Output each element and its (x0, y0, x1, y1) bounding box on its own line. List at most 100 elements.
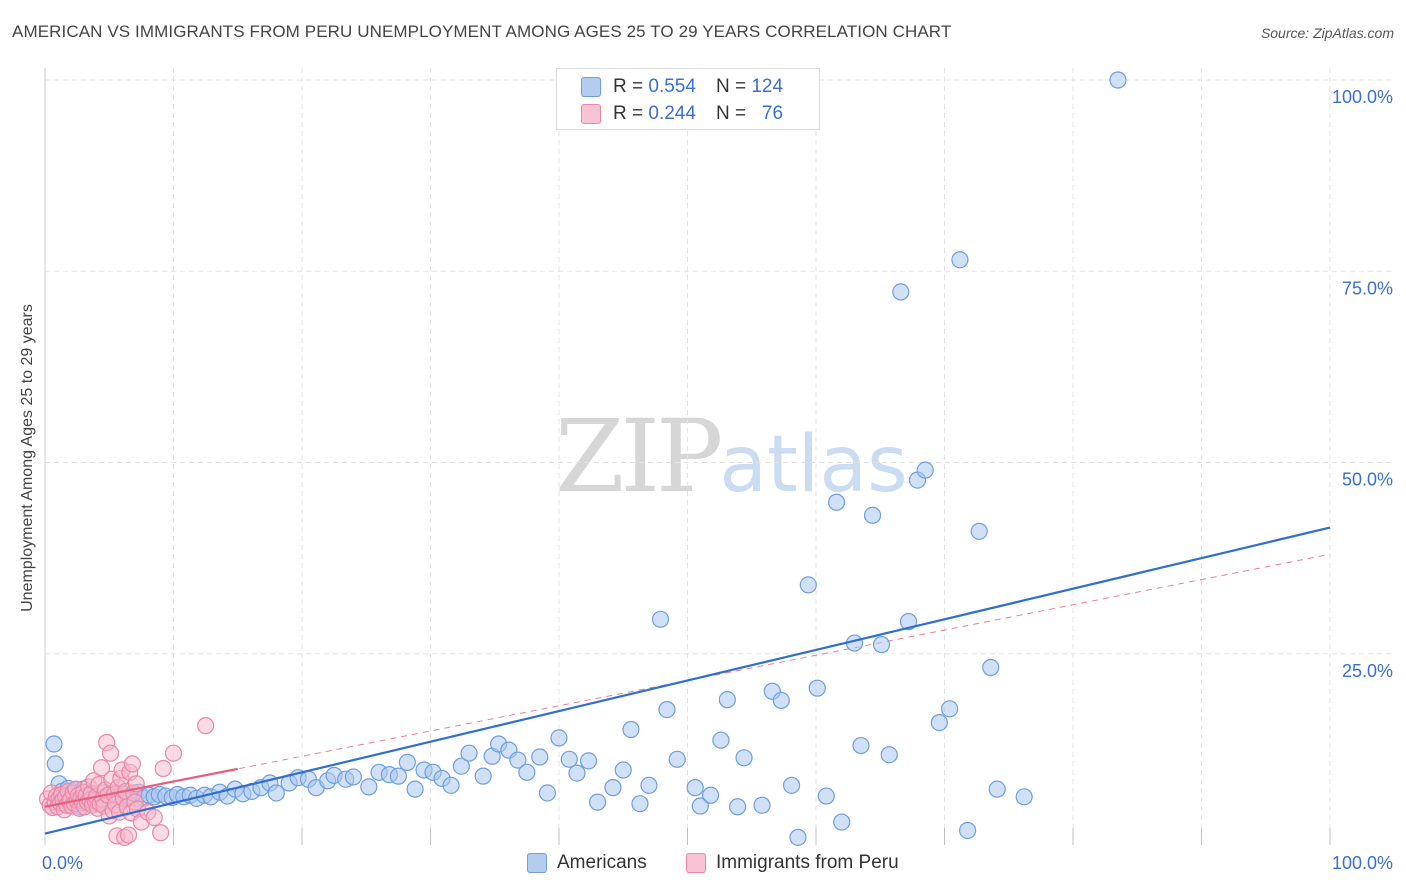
data-point-americans (509, 751, 527, 769)
data-point-americans (833, 813, 851, 831)
data-point-americans (880, 746, 898, 764)
data-point-americans (344, 768, 362, 786)
legend-swatch-pink (581, 104, 601, 124)
data-point-americans (872, 635, 891, 654)
data-point-americans (604, 779, 622, 797)
legend-swatch-blue (527, 853, 547, 873)
data-point-americans (789, 828, 807, 846)
legend-r-value: 0.244 (648, 103, 696, 124)
legend-row-peru: R = 0.244 N = 76 (581, 102, 783, 126)
data-point-americans (753, 796, 771, 814)
data-point-americans (951, 251, 969, 269)
data-point-peru (152, 824, 170, 842)
data-point-americans (808, 679, 826, 697)
y-tick-label: 75.0% (1342, 278, 1393, 298)
data-point-americans (899, 613, 918, 631)
data-point-peru (123, 755, 141, 773)
watermark: ZIPatlas (555, 398, 908, 515)
data-point-americans (389, 767, 407, 785)
legend-swatch-pink (686, 853, 706, 873)
legend-item-americans[interactable]: Americans (527, 852, 647, 874)
data-point-americans (863, 506, 882, 524)
data-point-peru (119, 826, 138, 844)
data-point-americans (406, 780, 424, 798)
legend-n-value: 76 (761, 103, 784, 124)
data-point-americans (852, 736, 870, 755)
data-point-americans (691, 797, 709, 815)
data-point-americans (702, 786, 720, 804)
data-point-americans (892, 283, 910, 301)
legend-row-americans: R = 0.554 N = 124 (581, 75, 783, 99)
data-point-americans (398, 753, 416, 771)
data-point-peru (197, 717, 215, 735)
data-point-americans (982, 658, 1000, 677)
data-point-americans (916, 461, 934, 479)
data-point-americans (560, 750, 578, 768)
data-point-americans (568, 764, 586, 782)
data-point-americans (614, 761, 632, 779)
data-point-peru (164, 744, 183, 762)
data-point-americans (452, 757, 470, 775)
y-tick-label: 100.0% (1332, 87, 1393, 107)
y-tick-label: 50.0% (1342, 470, 1393, 490)
data-point-peru (145, 808, 163, 827)
correlation-legend: R = 0.554 N = 124 R = 0.244 N = 76 (556, 68, 820, 130)
data-point-americans (817, 787, 835, 805)
data-point-americans (360, 778, 378, 796)
y-tick-label: 25.0% (1342, 661, 1393, 681)
data-point-americans (588, 793, 607, 811)
data-point-americans (735, 749, 753, 767)
legend-swatch-blue (581, 77, 601, 97)
data-point-americans (686, 779, 704, 797)
watermark-zip: ZIP (555, 398, 723, 515)
y-axis-label: Unemployment Among Ages 25 to 29 years (19, 304, 36, 612)
data-point-americans (712, 731, 730, 749)
data-point-americans (631, 795, 649, 813)
data-point-americans (518, 763, 536, 781)
legend-label-peru: Immigrants from Peru (716, 852, 899, 873)
data-point-americans (442, 776, 460, 794)
data-point-americans (772, 691, 790, 710)
data-point-americans (550, 729, 568, 747)
legend-r-value: 0.554 (648, 76, 696, 97)
data-point-americans (474, 767, 492, 785)
data-point-peru (101, 744, 120, 762)
legend-r-label: R = (613, 76, 644, 97)
data-point-americans (782, 776, 801, 794)
data-point-americans (622, 720, 640, 739)
data-point-americans (538, 784, 557, 802)
data-point-americans (1109, 71, 1127, 89)
data-point-americans (46, 755, 64, 773)
data-point-americans (959, 821, 977, 840)
data-point-americans (658, 700, 676, 719)
data-point-americans (460, 744, 478, 762)
source-credit: Source: ZipAtlas.com (1260, 25, 1394, 41)
data-point-americans (45, 735, 63, 753)
data-point-americans (267, 784, 285, 802)
data-point-americans (651, 610, 670, 628)
data-point-americans (668, 750, 686, 768)
data-point-americans (579, 752, 598, 770)
data-point-americans (718, 691, 736, 709)
data-point-peru (92, 759, 111, 777)
data-point-americans (640, 776, 658, 794)
legend-n-label: N = (715, 103, 747, 124)
x-tick-label: 0.0% (42, 853, 83, 873)
trend-line-peru (44, 767, 238, 808)
legend-n-value: 124 (751, 76, 784, 97)
legend-item-peru[interactable]: Immigrants from Peru (686, 852, 899, 874)
data-point-americans (988, 780, 1006, 798)
chart-title: AMERICAN VS IMMIGRANTS FROM PERU UNEMPLO… (12, 22, 952, 41)
legend-r-label: R = (613, 103, 644, 124)
x-tick-label: 100.0% (1332, 853, 1393, 873)
data-point-americans (827, 493, 846, 511)
series-legend: Americans Immigrants from Peru (0, 852, 1406, 878)
data-point-americans (1015, 788, 1033, 806)
data-point-americans (941, 700, 959, 718)
trend-line-americans (44, 526, 1331, 835)
data-point-americans (799, 576, 817, 594)
watermark-atlas: atlas (719, 420, 908, 510)
data-point-americans (930, 713, 948, 732)
data-point-americans (729, 798, 747, 816)
